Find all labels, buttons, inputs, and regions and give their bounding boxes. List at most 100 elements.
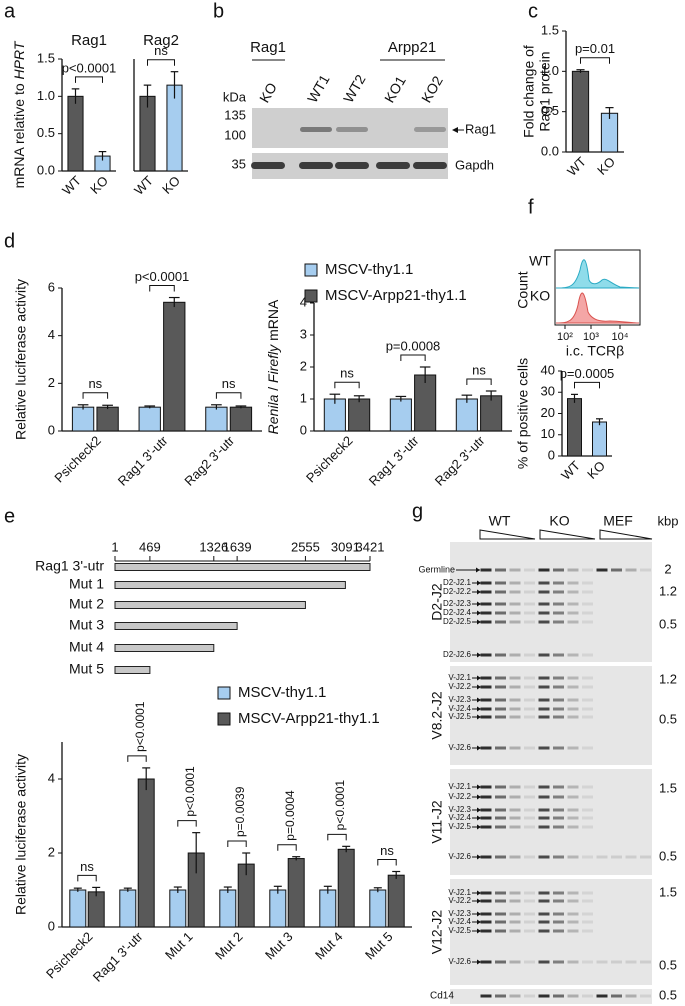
gel-section-name: V12-J2 bbox=[429, 910, 445, 955]
significance-label: p<0.0001 bbox=[135, 269, 190, 284]
gel-band bbox=[567, 960, 579, 964]
flow-x-tick-label: 10² bbox=[557, 331, 573, 343]
gel-band bbox=[509, 785, 521, 789]
gel-band bbox=[567, 602, 579, 606]
bar bbox=[389, 398, 412, 432]
gel-band bbox=[480, 676, 492, 680]
significance-label: p=0.0008 bbox=[386, 338, 441, 353]
gel-band bbox=[553, 795, 564, 799]
gel-band bbox=[495, 994, 506, 998]
gel-band-label: V-J2.5 bbox=[448, 712, 471, 721]
gel-band bbox=[495, 707, 506, 711]
blot-group: Rag1 bbox=[250, 39, 286, 56]
gel-band bbox=[524, 568, 535, 572]
gel-band-label: Germline bbox=[418, 564, 455, 574]
bar bbox=[319, 889, 337, 928]
construct-name: Mut 2 bbox=[69, 596, 104, 612]
gel-band bbox=[553, 611, 564, 615]
flow-sample: KO bbox=[530, 288, 550, 304]
construct-bar bbox=[114, 644, 215, 652]
gel-band-arrow-head bbox=[477, 675, 481, 681]
bar bbox=[138, 406, 161, 432]
gel-band bbox=[524, 920, 535, 924]
gel-marker: 0.5 bbox=[659, 957, 677, 972]
gel-band bbox=[553, 816, 564, 820]
construct-bar bbox=[114, 622, 238, 630]
gel-band bbox=[538, 590, 550, 594]
gel-band-label: V-J2.6 bbox=[448, 743, 471, 752]
gel-band bbox=[480, 653, 492, 657]
gel-band bbox=[553, 929, 564, 933]
gel-band bbox=[553, 568, 564, 572]
gel-band bbox=[582, 808, 593, 812]
gel-band bbox=[495, 676, 506, 680]
gel-band-label: V-J2.3 bbox=[448, 909, 471, 918]
gel-band bbox=[524, 602, 535, 606]
scale-tick-label: 2555 bbox=[291, 539, 320, 554]
gel-band bbox=[509, 891, 521, 895]
gel-band bbox=[524, 929, 535, 933]
y-tick-label: 4 bbox=[48, 327, 55, 342]
gel-band bbox=[480, 611, 492, 615]
gel-band bbox=[582, 785, 593, 789]
significance-bracket bbox=[574, 381, 600, 389]
gel-band bbox=[480, 746, 492, 750]
significance-bracket bbox=[227, 840, 247, 847]
gel-band bbox=[582, 929, 593, 933]
y-tick-label: 6 bbox=[48, 279, 55, 294]
gel-band bbox=[509, 676, 521, 680]
gel-band bbox=[538, 653, 550, 657]
y-axis-label: Fold change of bbox=[521, 45, 537, 138]
y-tick-label: 0 bbox=[548, 447, 555, 462]
gradient-wedge bbox=[539, 529, 596, 540]
x-tick-label: KO bbox=[594, 154, 618, 178]
gel-band bbox=[567, 899, 579, 903]
bar bbox=[571, 70, 590, 153]
significance-bracket bbox=[75, 76, 103, 83]
bar bbox=[205, 406, 228, 432]
gel-band bbox=[567, 653, 579, 657]
gel-group: MEF bbox=[603, 513, 633, 529]
legend-swatch bbox=[304, 289, 318, 303]
significance-bracket bbox=[77, 874, 97, 882]
gel-band bbox=[567, 676, 579, 680]
x-tick-label: Mut 5 bbox=[362, 929, 396, 963]
gel-band bbox=[640, 960, 651, 964]
gel-band bbox=[495, 912, 506, 916]
gel-band bbox=[509, 960, 521, 964]
gel-band-arrow-head bbox=[477, 684, 481, 690]
gel-band bbox=[495, 602, 506, 606]
gel-band bbox=[538, 808, 550, 812]
gel-band bbox=[480, 891, 492, 895]
gel-band bbox=[509, 746, 521, 750]
bar bbox=[87, 891, 105, 928]
x-tick-label: Rag1 3'-utr bbox=[115, 432, 171, 488]
bar bbox=[67, 95, 84, 172]
y-tick-label: 1 bbox=[300, 390, 307, 405]
construct-bar bbox=[114, 581, 346, 589]
gel-band-label: V-J2.1 bbox=[448, 673, 471, 682]
y-tick-label: 30 bbox=[541, 384, 555, 399]
gel-band bbox=[582, 590, 593, 594]
scale-tick-label: 469 bbox=[139, 539, 161, 554]
gel-section-name: D2-J2 bbox=[429, 583, 445, 621]
chart-title: Rag1 bbox=[71, 32, 107, 49]
significance-bracket bbox=[327, 833, 347, 841]
panel-label: b bbox=[213, 0, 224, 22]
x-tick-label: WT bbox=[558, 458, 583, 483]
gel-band bbox=[553, 620, 564, 624]
gel-band bbox=[553, 746, 564, 750]
gel-band bbox=[553, 785, 564, 789]
gel-marker: 1.2 bbox=[659, 583, 677, 598]
legend-label: MSCV-Arpp21-thy1.1 bbox=[325, 287, 467, 304]
flow-histogram bbox=[555, 259, 640, 289]
flow-sample: WT bbox=[529, 253, 551, 269]
gel-band bbox=[553, 994, 564, 998]
gel-band bbox=[553, 960, 564, 964]
y-axis-label-part: / bbox=[265, 383, 281, 395]
gel-band bbox=[509, 653, 521, 657]
gel-band bbox=[524, 581, 535, 585]
gel-band bbox=[480, 568, 492, 572]
gel-band-arrow-head bbox=[477, 854, 481, 860]
gel-band bbox=[567, 920, 579, 924]
